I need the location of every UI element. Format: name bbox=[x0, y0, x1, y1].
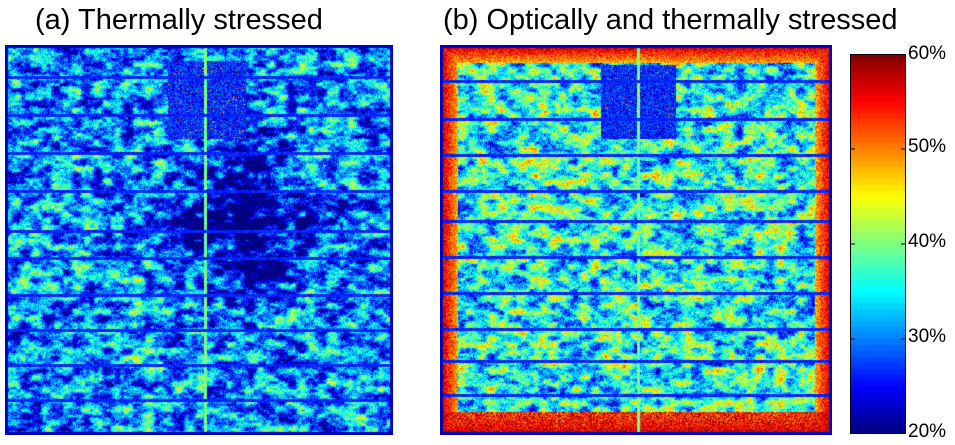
colorbar-tick-label: 50% bbox=[908, 136, 947, 157]
colorbar-segment bbox=[850, 344, 906, 352]
colorbar-segment bbox=[850, 196, 906, 204]
colorbar-segment bbox=[850, 208, 906, 215]
colorbar-segment bbox=[850, 101, 906, 109]
colorbar-segment bbox=[850, 83, 906, 91]
colorbar-segment bbox=[850, 315, 906, 322]
colorbar-segment bbox=[850, 77, 906, 85]
colorbar-segment bbox=[850, 178, 906, 186]
colorbar-segment bbox=[850, 154, 906, 162]
colorbar-segment bbox=[850, 137, 906, 144]
colorbar-segment bbox=[850, 416, 906, 423]
colorbar-tick-label: 40% bbox=[908, 231, 947, 252]
panel-a-image bbox=[5, 45, 393, 435]
colorbar-segment bbox=[850, 107, 906, 114]
colorbar-segment bbox=[850, 321, 906, 328]
colorbar-segment bbox=[850, 362, 906, 370]
colorbar-segment bbox=[850, 220, 906, 227]
colorbar-segment bbox=[850, 380, 906, 388]
colorbar-segment bbox=[850, 149, 906, 156]
colorbar-segment bbox=[850, 404, 906, 411]
colorbar-segment bbox=[850, 214, 906, 221]
colorbar-segment bbox=[850, 309, 906, 316]
heatmap-optically-thermally-stressed bbox=[440, 45, 832, 435]
colorbar-segment bbox=[850, 166, 906, 174]
colorbar-segment bbox=[850, 303, 906, 310]
colorbar-segment bbox=[850, 131, 906, 138]
colorbar-segment bbox=[850, 226, 906, 233]
colorbar-segment bbox=[850, 238, 906, 245]
colorbar-segment bbox=[850, 327, 906, 334]
colorbar-segment bbox=[850, 392, 906, 399]
colorbar-segment bbox=[850, 255, 906, 263]
colorbar-tick-label: 60% bbox=[908, 43, 947, 64]
colorbar-segment bbox=[850, 297, 906, 304]
colorbar-segment bbox=[850, 202, 906, 209]
colorbar-segment bbox=[850, 125, 906, 132]
colorbar-segment bbox=[850, 119, 906, 126]
colorbar-segment bbox=[850, 291, 906, 299]
colorbar-segment bbox=[850, 368, 906, 376]
colorbar-segment bbox=[850, 333, 906, 340]
colorbar-segment bbox=[850, 398, 906, 405]
colorbar-segment bbox=[850, 356, 906, 364]
panel-b-title: (b) Optically and thermally stressed bbox=[443, 4, 898, 36]
colorbar-segment bbox=[850, 386, 906, 394]
colorbar-tick-label: 20% bbox=[908, 421, 947, 442]
colorbar-segment bbox=[850, 190, 906, 198]
colorbar-segment bbox=[850, 89, 906, 97]
colorbar-segment bbox=[850, 285, 906, 293]
colorbar bbox=[850, 54, 906, 434]
colorbar-segment bbox=[850, 54, 906, 61]
colorbar-segment bbox=[850, 172, 906, 180]
colorbar-segment bbox=[850, 244, 906, 251]
colorbar-segment bbox=[850, 113, 906, 120]
colorbar-segment bbox=[850, 160, 906, 168]
colorbar-segment bbox=[850, 267, 906, 275]
colorbar-segment bbox=[850, 232, 906, 239]
colorbar-segment bbox=[850, 279, 906, 287]
colorbar-segment bbox=[850, 374, 906, 382]
colorbar-segment bbox=[850, 273, 906, 281]
colorbar-segment bbox=[850, 143, 906, 150]
panel-a-title: (a) Thermally stressed bbox=[35, 4, 323, 36]
colorbar-segment bbox=[850, 59, 906, 67]
colorbar-segment bbox=[850, 184, 906, 192]
colorbar-segment bbox=[850, 71, 906, 79]
colorbar-segment bbox=[850, 95, 906, 103]
colorbar-segment bbox=[850, 261, 906, 269]
colorbar-segment bbox=[850, 422, 906, 429]
colorbar-segment bbox=[850, 339, 906, 346]
colorbar-tick-label: 30% bbox=[908, 326, 947, 347]
heatmap-thermally-stressed bbox=[5, 45, 393, 435]
colorbar-segment bbox=[850, 65, 906, 73]
colorbar-segment bbox=[850, 350, 906, 358]
colorbar-segment bbox=[850, 249, 906, 257]
colorbar-segment bbox=[850, 410, 906, 417]
colorbar-segment bbox=[850, 428, 906, 434]
panel-b-image bbox=[440, 45, 832, 435]
